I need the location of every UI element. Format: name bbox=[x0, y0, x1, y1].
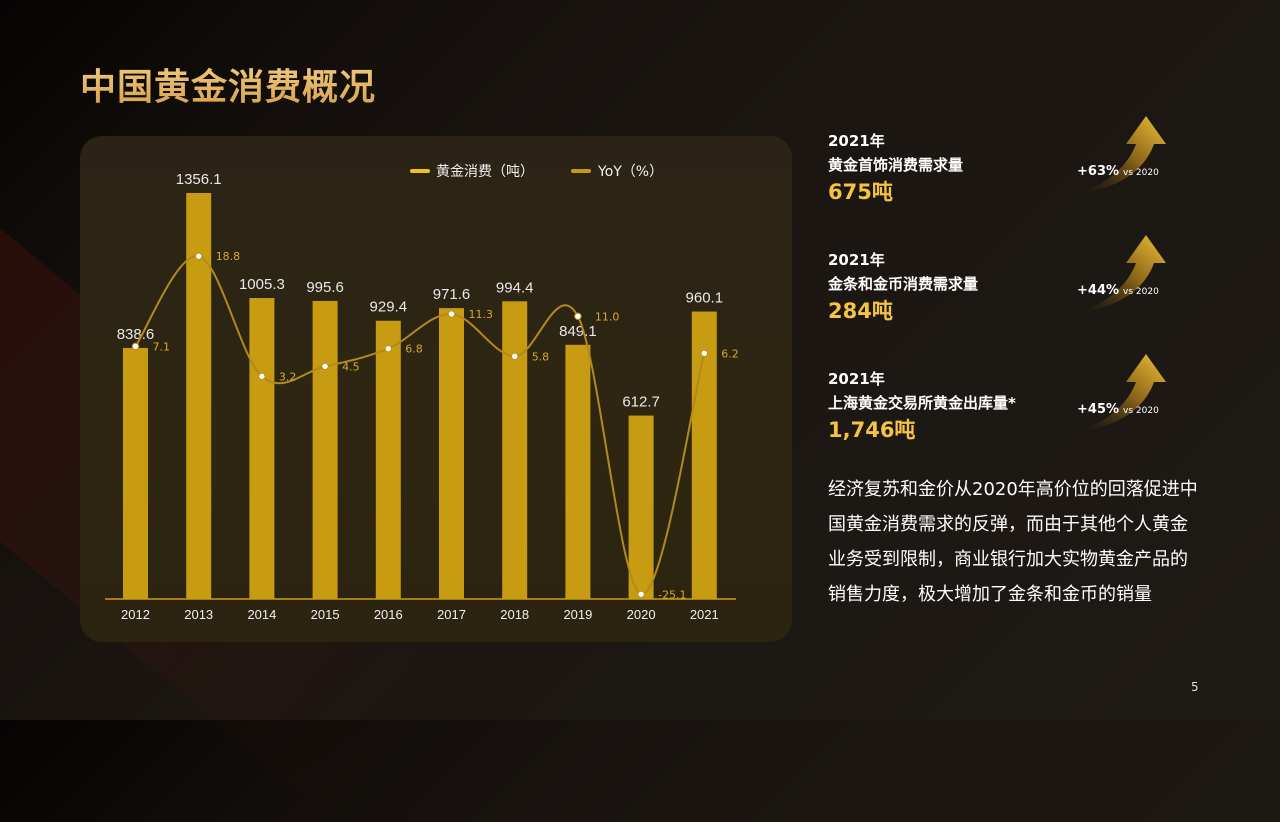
x-tick-2016: 2016 bbox=[374, 607, 403, 622]
yoy-point-2018 bbox=[511, 352, 519, 361]
bar-label-2015: 995.6 bbox=[306, 279, 344, 296]
yoy-label-2015: 4.5 bbox=[342, 360, 360, 373]
yoy-point-2015 bbox=[321, 362, 329, 371]
growth-arrow-icon bbox=[1074, 235, 1166, 313]
stat-year: 2021年 bbox=[828, 251, 885, 269]
stat-jewelry: 2021年 黄金首饰消费需求量 675吨 +63% vs 2020 bbox=[828, 116, 1188, 240]
stat-change: +45% vs 2020 bbox=[1077, 398, 1159, 417]
stat-label: 金条和金币消费需求量 bbox=[828, 275, 979, 293]
stat-label: 黄金首饰消费需求量 bbox=[828, 156, 964, 174]
bar-2014 bbox=[249, 298, 275, 599]
x-tick-2012: 2012 bbox=[121, 607, 150, 622]
stat-change: +63% vs 2020 bbox=[1077, 160, 1159, 179]
x-tick-2014: 2014 bbox=[247, 607, 276, 622]
bar-2015 bbox=[312, 300, 338, 599]
yoy-label-2018: 5.8 bbox=[532, 350, 550, 363]
bar-2013 bbox=[186, 193, 212, 599]
gold-consumption-chart: 黄金消费（吨） YoY（%） 838.6 1356.1 1005.3 995.6 929… bbox=[105, 163, 739, 622]
yoy-label-2021: 6.2 bbox=[721, 347, 739, 360]
bar-2021 bbox=[691, 311, 717, 599]
x-tick-2018: 2018 bbox=[500, 607, 529, 622]
bar-2017 bbox=[439, 308, 464, 599]
bar-label-2019: 849.1 bbox=[559, 323, 597, 340]
yoy-point-2020 bbox=[637, 590, 645, 598]
stat-year: 2021年 bbox=[828, 132, 885, 150]
summary-paragraph: 经济复苏和金价从2020年高价位的回落促进中国黄金消费需求的反弹，而由于其他个人… bbox=[828, 479, 1198, 605]
yoy-point-2014 bbox=[258, 372, 266, 381]
bar-label-2018: 994.4 bbox=[496, 279, 534, 296]
bar-2018 bbox=[502, 301, 528, 599]
stat-change-percent: +45% bbox=[1077, 402, 1120, 417]
stat-change: +44% vs 2020 bbox=[1077, 279, 1159, 298]
x-tick-2019: 2019 bbox=[563, 607, 592, 622]
yoy-label-2012: 7.1 bbox=[153, 340, 171, 353]
yoy-point-2019 bbox=[574, 312, 582, 321]
bar-label-2021: 960.1 bbox=[686, 290, 724, 307]
stat-value: 284吨 bbox=[828, 299, 893, 323]
stat-change-basis: vs 2020 bbox=[1123, 287, 1159, 297]
chart-panel: 黄金消费（吨） YoY（%） 838.6 1356.1 1005.3 995.6 929… bbox=[80, 136, 792, 642]
yoy-point-2013 bbox=[195, 252, 203, 260]
yoy-series-line bbox=[134, 255, 706, 596]
bar-label-2020: 612.7 bbox=[622, 394, 660, 411]
growth-arrow-icon bbox=[1074, 116, 1166, 194]
stat-change-basis: vs 2020 bbox=[1123, 168, 1159, 178]
bar-label-2012: 838.6 bbox=[117, 326, 155, 343]
x-axis-ticks: 2012 2013 2014 2015 2016 2017 2018 2019 2020 2021 bbox=[121, 607, 719, 622]
bar-label-2016: 929.4 bbox=[370, 299, 408, 316]
yoy-label-2020: -25.1 bbox=[658, 588, 686, 601]
x-tick-2017: 2017 bbox=[437, 607, 466, 622]
x-tick-2021: 2021 bbox=[690, 607, 719, 622]
x-tick-2013: 2013 bbox=[184, 607, 213, 622]
stat-year: 2021年 bbox=[828, 370, 885, 388]
page-title: 中国黄金消费概况 bbox=[80, 58, 376, 110]
bar-label-2014: 1005.3 bbox=[239, 276, 285, 293]
legend-label-bar: 黄金消费（吨） bbox=[436, 163, 534, 180]
stat-change-percent: +44% bbox=[1077, 283, 1120, 298]
x-tick-2015: 2015 bbox=[311, 607, 340, 622]
yoy-label-2013: 18.8 bbox=[216, 250, 241, 263]
yoy-label-2016: 6.8 bbox=[405, 343, 423, 356]
bar-2019 bbox=[565, 344, 591, 599]
bar-label-2013: 1356.1 bbox=[176, 171, 222, 188]
stat-bars-coins: 2021年 金条和金币消费需求量 284吨 +44% vs 2020 bbox=[828, 235, 1188, 359]
stat-value: 675吨 bbox=[828, 180, 893, 204]
page-number: 5 bbox=[1191, 680, 1199, 694]
bar-series: 838.6 1356.1 1005.3 995.6 929.4 971.6 994.4 849… bbox=[117, 171, 723, 599]
yoy-point-2016 bbox=[384, 344, 392, 353]
bar-label-2017: 971.6 bbox=[433, 286, 471, 303]
yoy-label-2017: 11.3 bbox=[469, 308, 494, 321]
chart-legend: 黄金消费（吨） YoY（%） bbox=[410, 163, 663, 180]
stat-change-percent: +63% bbox=[1077, 164, 1120, 179]
stat-value: 1,746吨 bbox=[828, 418, 916, 442]
stat-label: 上海黄金交易所黄金出库量* bbox=[828, 394, 1016, 412]
bar-2016 bbox=[375, 320, 401, 599]
yoy-point-2012 bbox=[131, 342, 140, 351]
x-tick-2020: 2020 bbox=[627, 607, 656, 622]
yoy-series-points: 7.1 18.8 3.2 4.5 6.8 11.3 5.8 11.0 -25.1 6.2 bbox=[131, 250, 739, 601]
yoy-label-2014: 3.2 bbox=[279, 370, 297, 383]
bar-2020 bbox=[628, 415, 654, 599]
bar-2012 bbox=[123, 347, 148, 599]
legend-label-line: YoY（%） bbox=[597, 164, 663, 180]
yoy-point-2021 bbox=[700, 349, 708, 357]
growth-arrow-icon bbox=[1074, 354, 1166, 432]
yoy-point-2017 bbox=[447, 310, 456, 318]
stat-sge-outflow: 2021年 上海黄金交易所黄金出库量* 1,746吨 +45% vs 2020 bbox=[828, 354, 1188, 478]
yoy-label-2019: 11.0 bbox=[595, 310, 620, 323]
stat-change-basis: vs 2020 bbox=[1123, 406, 1159, 416]
